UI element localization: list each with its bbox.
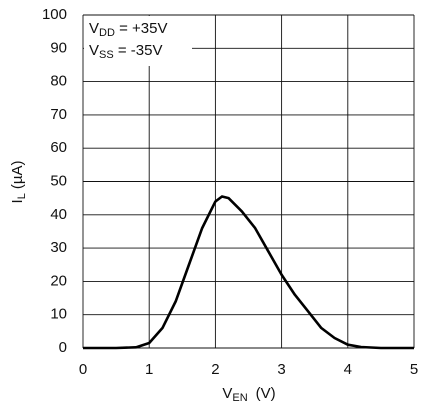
x-tick-label: 0	[79, 361, 87, 378]
x-label-main: V	[222, 385, 232, 402]
annotation-main: V	[89, 42, 99, 59]
y-tick-label: 50	[50, 172, 67, 189]
x-tick-label: 3	[277, 361, 285, 378]
data-line	[83, 195, 414, 350]
annotation: VSS = -35V	[89, 42, 162, 61]
x-axis-label: VEN (V)	[222, 385, 275, 404]
y-tick-label: 0	[59, 339, 67, 356]
x-tick-label: 5	[410, 361, 418, 378]
annotation: VDD = +35V	[89, 20, 167, 39]
annotation-box	[84, 16, 192, 66]
annotation-rest: = -35V	[114, 42, 163, 59]
y-tick-label: 80	[50, 73, 67, 90]
y-label-unit: (µA)	[9, 161, 26, 190]
y-tick-label: 30	[50, 239, 67, 256]
y-axis-label: IL (µA)	[9, 161, 28, 204]
x-tick-label: 1	[145, 361, 153, 378]
y-tick-label: 20	[50, 272, 67, 289]
y-tick-label: 100	[42, 6, 67, 23]
annotation-main: V	[89, 20, 99, 37]
x-tick-label: 2	[211, 361, 219, 378]
y-tick-label: 10	[50, 306, 67, 323]
y-label-main: I	[9, 199, 26, 203]
annotation-rest: = +35V	[115, 20, 168, 37]
y-tick-label: 40	[50, 206, 67, 223]
x-label-sub: EN	[232, 392, 247, 404]
y-tick-label: 90	[50, 39, 67, 56]
annotation-sub: SS	[99, 49, 114, 61]
y-tick-label: 60	[50, 139, 67, 156]
x-label-unit: (V)	[256, 385, 276, 402]
y-tick-label: 70	[50, 106, 67, 123]
y-label-sub: L	[16, 193, 28, 199]
x-tick-label: 4	[344, 361, 352, 378]
annotation-sub: DD	[99, 27, 115, 39]
